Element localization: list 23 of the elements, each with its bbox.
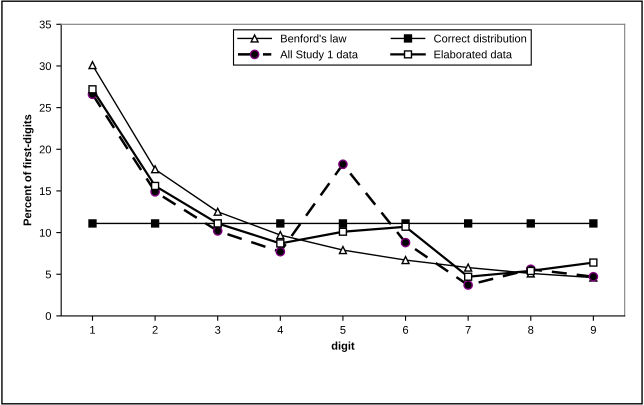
y-tick-label: 5 [46,270,51,278]
y-tick-label: 0 [46,312,52,320]
x-tick-label: 4 [277,326,284,334]
y-tick-label: 35 [40,20,51,28]
x-tick-label: 1 [90,326,96,334]
y-tick-label: 20 [40,146,52,154]
legend-label: Benford's law [281,34,347,42]
y-tick-label: 30 [40,62,52,70]
y-tick-label: 15 [40,187,51,196]
y-tick-label: 25 [40,104,51,112]
x-tick-label: 6 [403,326,408,334]
legend-label: Elaborated data [434,50,512,58]
x-axis-title: digit [332,342,355,352]
x-tick-label: 5 [340,326,346,334]
x-tick-label: 7 [466,326,471,334]
x-tick-label: 2 [152,326,158,334]
x-tick-label: 3 [215,326,220,334]
legend-label: All Study 1 data [280,50,358,61]
x-tick-label: 9 [590,326,596,334]
y-axis-title: Percent of first-digits [23,114,34,226]
x-tick-label: 8 [528,326,534,334]
legend-label: Correct distribution [434,34,526,42]
y-tick-label: 10 [40,228,52,237]
